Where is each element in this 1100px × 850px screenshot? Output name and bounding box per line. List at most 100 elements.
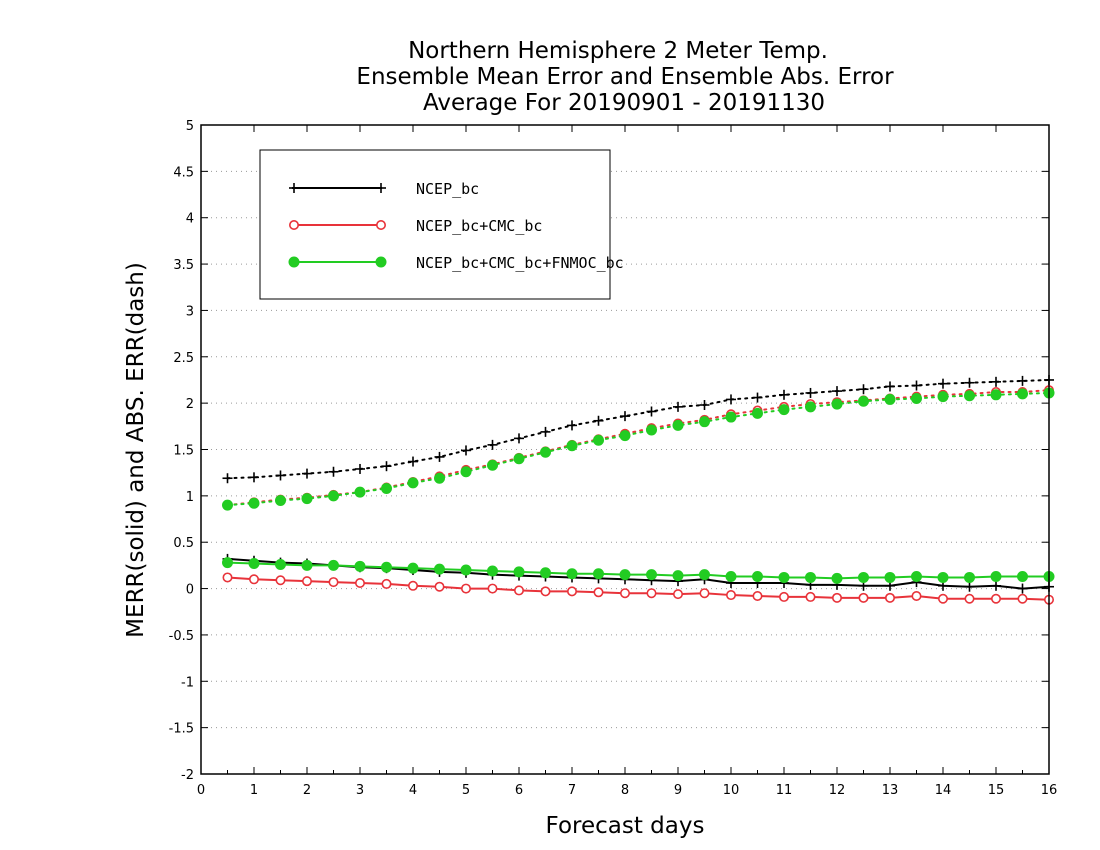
y-tick-label: -2 [181, 768, 194, 783]
y-tick-label: 5 [186, 119, 194, 134]
point-abs-ncep-bc-cmc-bc-fnmoc-bc [540, 446, 551, 458]
series-line-merr-ncep-bc-cmc-bc-fnmoc-bc [227, 561, 1049, 580]
point-merr-ncep-bc-cmc-bc-fnmoc-bc [884, 571, 896, 583]
point-merr-ncep-bc-cmc-bc [487, 583, 498, 594]
point-merr-ncep-bc-cmc-bc [1017, 593, 1028, 604]
point-merr-ncep-bc [964, 581, 975, 592]
y-tick-label: 2.5 [173, 351, 194, 366]
point-merr-ncep-bc-cmc-bc-fnmoc-bc [699, 569, 710, 581]
point-merr-ncep-bc-cmc-bc-fnmoc-bc [434, 563, 445, 575]
point-merr-ncep-bc-cmc-bc [222, 572, 233, 583]
legend-marker-ncep-bc-cmc-bc [288, 220, 299, 231]
point-merr-ncep-bc-cmc-bc-fnmoc-bc [566, 568, 578, 580]
point-abs-ncep-bc [779, 389, 789, 400]
y-axis-ticks: -2 -1.5 -1 -0.5 0 0.5 1 1.5 2 2.5 3 3.5 4 4.5 5 [169, 119, 1049, 783]
x-tick-label: 13 [882, 783, 899, 798]
point-abs-ncep-bc [805, 387, 816, 398]
point-merr-ncep-bc-cmc-bc-fnmoc-bc [328, 559, 339, 571]
point-abs-ncep-bc-cmc-bc-fnmoc-bc [752, 407, 763, 419]
y-tick-label: -1.5 [169, 722, 194, 737]
point-merr-ncep-bc-cmc-bc-fnmoc-bc [354, 560, 366, 572]
point-abs-ncep-bc-cmc-bc-fnmoc-bc [672, 419, 684, 431]
point-abs-ncep-bc-cmc-bc-fnmoc-bc [222, 499, 233, 511]
point-abs-ncep-bc-cmc-bc-fnmoc-bc [937, 391, 949, 403]
point-merr-ncep-bc-cmc-bc-fnmoc-bc [646, 569, 657, 581]
point-merr-ncep-bc-cmc-bc [540, 586, 551, 597]
point-merr-ncep-bc-cmc-bc-fnmoc-bc [778, 571, 790, 583]
series-line-abs-ncep-bc [226, 378, 1050, 480]
legend: NCEP_bc NCEP_bc+CMC_bc NCEP_bc+CMC_bc+FNMO… [259, 149, 624, 300]
point-abs-ncep-bc-cmc-bc-fnmoc-bc [566, 440, 578, 452]
point-abs-ncep-bc-cmc-bc-fnmoc-bc [725, 411, 737, 423]
point-abs-ncep-bc [620, 411, 630, 422]
y-tick-label: 0 [186, 583, 194, 598]
point-abs-ncep-bc [1017, 375, 1028, 386]
title-line-2: Ensemble Mean Error and Ensemble Abs. Er… [356, 64, 894, 90]
point-abs-ncep-bc [858, 384, 869, 395]
point-merr-ncep-bc-cmc-bc-fnmoc-bc [301, 559, 313, 571]
point-merr-ncep-bc-cmc-bc-fnmoc-bc [1017, 571, 1028, 583]
y-tick-label: 4 [186, 212, 194, 227]
point-abs-ncep-bc [699, 399, 710, 410]
point-merr-ncep-bc-cmc-bc [328, 577, 339, 588]
point-abs-ncep-bc [911, 380, 922, 391]
point-merr-ncep-bc-cmc-bc [249, 574, 260, 585]
point-merr-ncep-bc-cmc-bc [805, 591, 816, 602]
point-merr-ncep-bc-cmc-bc [407, 580, 418, 591]
point-abs-ncep-bc-cmc-bc-fnmoc-bc [911, 393, 922, 405]
point-merr-ncep-bc-cmc-bc [858, 592, 869, 603]
point-abs-ncep-bc-cmc-bc-fnmoc-bc [354, 486, 366, 498]
y-tick-label: 1.5 [173, 444, 194, 459]
point-abs-ncep-bc [593, 415, 604, 426]
point-abs-ncep-bc [381, 461, 392, 472]
point-merr-ncep-bc-cmc-bc [964, 593, 975, 604]
point-merr-ncep-bc-cmc-bc-fnmoc-bc [805, 571, 816, 583]
point-abs-ncep-bc-cmc-bc-fnmoc-bc [884, 393, 896, 405]
point-abs-ncep-bc-cmc-bc-fnmoc-bc [301, 493, 313, 505]
point-abs-ncep-bc [461, 445, 471, 456]
point-abs-ncep-bc [673, 401, 683, 412]
point-merr-ncep-bc-cmc-bc-fnmoc-bc [540, 567, 551, 579]
x-tick-label: 16 [1041, 783, 1058, 798]
point-merr-ncep-bc-cmc-bc [725, 590, 736, 601]
legend-label-ncep-bc-cmc-bc: NCEP_bc+CMC_bc [416, 217, 542, 235]
x-tick-label: 5 [462, 783, 470, 798]
point-merr-ncep-bc-cmc-bc [460, 583, 471, 594]
y-tick-label: 3 [186, 304, 194, 319]
point-merr-ncep-bc [991, 580, 1001, 591]
x-tick-label: 2 [303, 783, 311, 798]
series-line-merr-ncep-bc-cmc-bc [227, 576, 1050, 601]
point-merr-ncep-bc-cmc-bc-fnmoc-bc [990, 571, 1002, 583]
point-abs-ncep-bc [355, 463, 365, 474]
y-tick-label: 0.5 [173, 536, 194, 551]
plot-frame [200, 124, 1050, 775]
y-tick-label: 4.5 [173, 165, 194, 180]
point-merr-ncep-bc-cmc-bc [937, 593, 948, 604]
point-merr-ncep-bc-cmc-bc [911, 590, 922, 601]
legend-marker-ncep-bc [376, 183, 386, 193]
point-abs-ncep-bc-cmc-bc-fnmoc-bc [699, 416, 710, 428]
x-tick-label: 0 [197, 783, 205, 798]
point-merr-ncep-bc-cmc-bc-fnmoc-bc [513, 566, 525, 578]
x-tick-label: 15 [988, 783, 1005, 798]
point-merr-ncep-bc-cmc-bc [619, 588, 630, 599]
point-merr-ncep-bc-cmc-bc-fnmoc-bc [460, 564, 472, 576]
point-abs-ncep-bc [249, 472, 259, 483]
point-abs-ncep-bc-cmc-bc-fnmoc-bc [248, 497, 260, 509]
x-axis-label: Forecast days [546, 813, 705, 839]
x-tick-label: 9 [674, 783, 682, 798]
x-tick-label: 6 [515, 783, 523, 798]
title-line-3: Average For 20190901 - 20191130 [423, 90, 825, 116]
point-merr-ncep-bc-cmc-bc-fnmoc-bc [593, 568, 604, 580]
legend-marker-ncep-bc-cmc-bc-fnmoc-bc [375, 256, 387, 268]
point-merr-ncep-bc-cmc-bc-fnmoc-bc [831, 572, 843, 584]
point-merr-ncep-bc-cmc-bc [884, 592, 895, 603]
chart-title: Northern Hemisphere 2 Meter Temp. Ensemb… [356, 38, 894, 116]
x-axis-ticks: 0 1 2 3 4 5 6 7 8 9 10 11 12 13 14 15 16 [197, 125, 1057, 798]
y-axis-label: MERR(solid) and ABS. ERR(dash) [123, 262, 149, 638]
point-abs-ncep-bc [938, 378, 948, 389]
series-layer [222, 374, 1055, 605]
point-abs-ncep-bc-cmc-bc-fnmoc-bc [460, 466, 472, 478]
point-abs-ncep-bc [964, 377, 975, 388]
